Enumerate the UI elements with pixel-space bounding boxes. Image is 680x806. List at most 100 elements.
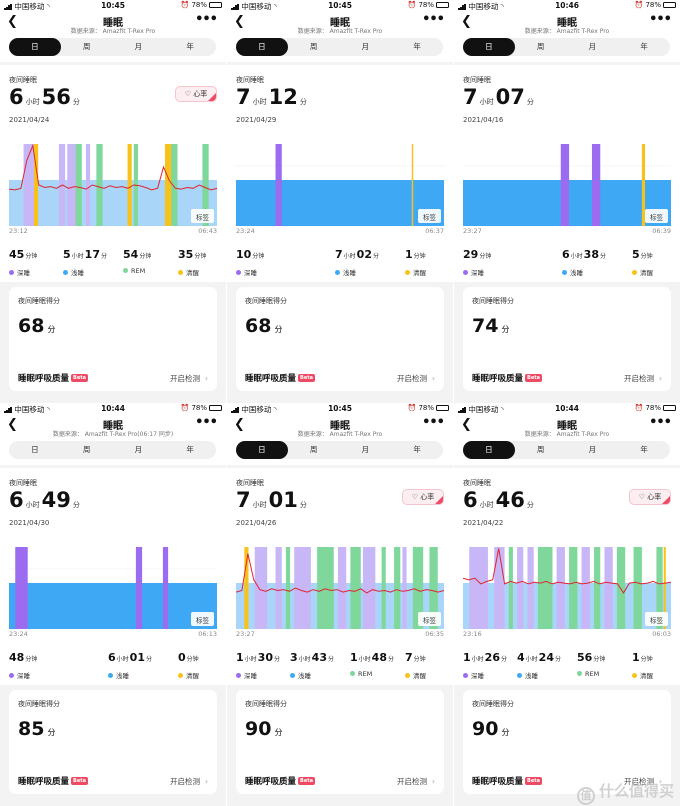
tag-button[interactable]: 标签 bbox=[645, 612, 668, 626]
tab-month[interactable]: 月 bbox=[588, 445, 597, 454]
tab-week[interactable]: 周 bbox=[309, 42, 318, 51]
back-icon[interactable]: ❮ bbox=[234, 14, 245, 29]
minutes-unit: 分 bbox=[72, 98, 80, 106]
tab-year[interactable]: 年 bbox=[640, 445, 648, 454]
legend-dot bbox=[178, 270, 183, 275]
stage-minutes: 43 bbox=[311, 651, 327, 664]
start-detection-button[interactable]: 开启检测 › bbox=[624, 776, 662, 787]
stage-rem: 56分钟 REM bbox=[577, 646, 606, 680]
tab-year[interactable]: 年 bbox=[413, 42, 421, 51]
tag-button[interactable]: 标签 bbox=[418, 209, 441, 223]
tab-day[interactable]: 日 bbox=[463, 38, 515, 56]
heart-rate-line bbox=[236, 553, 444, 594]
hours-unit: 小时 bbox=[252, 98, 267, 106]
carrier-name: 中国移动 bbox=[14, 2, 45, 11]
watermark: 值什么值得买 bbox=[554, 780, 674, 805]
back-icon[interactable]: ❮ bbox=[7, 417, 18, 432]
tab-week[interactable]: 周 bbox=[82, 42, 91, 51]
rem-block bbox=[633, 547, 642, 629]
start-detection-button[interactable]: 开启检测 › bbox=[624, 373, 662, 384]
tab-month[interactable]: 月 bbox=[134, 445, 143, 454]
carrier: 中国移动 ◝ bbox=[231, 1, 277, 12]
start-detection-button[interactable]: 开启检测 › bbox=[397, 776, 435, 787]
back-icon[interactable]: ❮ bbox=[461, 417, 472, 432]
tag-button[interactable]: 标签 bbox=[191, 612, 214, 626]
stage-awake: 5分钟 清醒 bbox=[632, 243, 654, 277]
sleep-chart: 标签 bbox=[463, 547, 671, 629]
tab-day[interactable]: 日 bbox=[463, 441, 515, 459]
tab-day[interactable]: 日 bbox=[236, 441, 288, 459]
stage-duration: 7小时02分 bbox=[335, 243, 380, 262]
start-detection-button[interactable]: 开启检测 › bbox=[397, 373, 435, 384]
tab-month[interactable]: 月 bbox=[588, 42, 597, 51]
more-icon[interactable]: ••• bbox=[422, 12, 445, 27]
deep-block bbox=[254, 547, 268, 629]
legend-dot bbox=[463, 673, 468, 678]
tab-year[interactable]: 年 bbox=[186, 42, 194, 51]
page-title: 睡眠 bbox=[103, 421, 123, 432]
stage-duration: 3小时43分 bbox=[290, 646, 335, 665]
back-icon[interactable]: ❮ bbox=[7, 14, 18, 29]
stage-deep: 45分钟 深睡 bbox=[9, 243, 38, 277]
stage-hours-unit: 小时 bbox=[298, 656, 311, 663]
stage-hours: 4 bbox=[517, 651, 525, 664]
hours-value: 7 bbox=[236, 85, 251, 109]
tab-month[interactable]: 月 bbox=[134, 42, 143, 51]
page-title: 睡眠 bbox=[103, 18, 123, 29]
tab-year[interactable]: 年 bbox=[413, 445, 421, 454]
sleep-chart: 标签 bbox=[236, 144, 444, 226]
legend-dot bbox=[290, 673, 295, 678]
end-time: 06:03 bbox=[652, 630, 671, 638]
tab-month[interactable]: 月 bbox=[361, 42, 370, 51]
heart-rate-toggle[interactable]: ♡ 心率 bbox=[402, 489, 444, 505]
score-number: 90 bbox=[472, 718, 499, 740]
tag-button[interactable]: 标签 bbox=[191, 209, 214, 223]
tab-day[interactable]: 日 bbox=[9, 38, 61, 56]
back-icon[interactable]: ❮ bbox=[234, 417, 245, 432]
tab-week[interactable]: 周 bbox=[536, 42, 545, 51]
tab-day[interactable]: 日 bbox=[236, 38, 288, 56]
battery-icon bbox=[209, 405, 222, 411]
stage-light: 6小时38分 浅睡 bbox=[562, 243, 607, 277]
tag-button[interactable]: 标签 bbox=[645, 209, 668, 223]
start-detection-button[interactable]: 开启检测 › bbox=[170, 373, 208, 384]
more-icon[interactable]: ••• bbox=[422, 415, 445, 430]
deep-block bbox=[581, 547, 590, 629]
carrier-name: 中国移动 bbox=[241, 2, 272, 11]
deep-block bbox=[275, 547, 282, 629]
more-icon[interactable]: ••• bbox=[649, 12, 672, 27]
sleep-summary-card: 夜间睡眠 6 小时46 分 2021/04/22 ♡ 心率 标签 23:16 06:… bbox=[454, 468, 680, 685]
tab-month[interactable]: 月 bbox=[361, 445, 370, 454]
app-header: 中国移动 ◝ 10:45 ⏰ 78% ❮ 睡眠 数据来源： Amazfit T-… bbox=[227, 0, 453, 62]
tag-button[interactable]: 标签 bbox=[418, 612, 441, 626]
legend-label: 深睡 bbox=[244, 672, 257, 680]
stage-duration: 29分钟 bbox=[463, 243, 492, 262]
start-detection-label: 开启检测 bbox=[397, 374, 427, 383]
heart-rate-toggle[interactable]: ♡ 心率 bbox=[629, 489, 671, 505]
legend-dot bbox=[236, 673, 241, 678]
back-icon[interactable]: ❮ bbox=[461, 14, 472, 29]
tab-year[interactable]: 年 bbox=[640, 42, 648, 51]
tab-week[interactable]: 周 bbox=[536, 445, 545, 454]
stage-duration: 56分钟 bbox=[577, 646, 606, 665]
more-icon[interactable]: ••• bbox=[649, 415, 672, 430]
heart-rate-toggle[interactable]: ♡ 心率 bbox=[175, 86, 217, 102]
carrier: 中国移动 ◝ bbox=[4, 404, 50, 415]
legend-label: 浅睡 bbox=[298, 672, 311, 680]
more-icon[interactable]: ••• bbox=[195, 415, 218, 430]
tab-week[interactable]: 周 bbox=[82, 445, 91, 454]
start-detection-button[interactable]: 开启检测 › bbox=[170, 776, 208, 787]
deep-block bbox=[135, 547, 143, 629]
tab-week[interactable]: 周 bbox=[309, 445, 318, 454]
legend-dot bbox=[123, 268, 128, 273]
tab-day[interactable]: 日 bbox=[31, 445, 39, 454]
breath-title-text: 睡眠呼吸质量 bbox=[472, 777, 524, 787]
more-icon[interactable]: ••• bbox=[195, 12, 218, 27]
chevron-right-icon: › bbox=[205, 374, 208, 383]
sleep-summary-card: 夜间睡眠 7 小时01 分 2021/04/26 ♡ 心率 标签 23:27 06:… bbox=[227, 468, 453, 685]
tab-year[interactable]: 年 bbox=[186, 445, 194, 454]
legend-label: 浅睡 bbox=[116, 672, 129, 680]
legend-label: REM bbox=[131, 267, 146, 275]
stage-duration: 0分钟 bbox=[178, 646, 200, 665]
